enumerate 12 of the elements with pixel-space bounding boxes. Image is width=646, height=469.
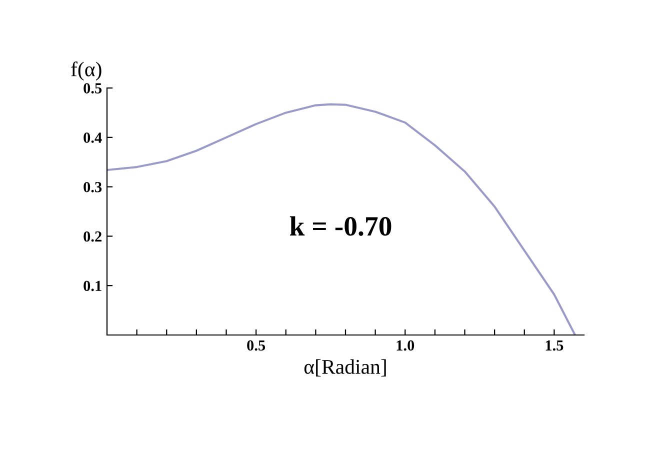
- x-tick-label: 1.5: [546, 340, 564, 351]
- annotation: k = -0.70: [290, 216, 392, 236]
- x-tick-label: 1.0: [396, 340, 414, 351]
- x-tick-label: 0.5: [247, 340, 266, 351]
- y-tick-label: 0.1: [84, 280, 102, 292]
- y-tick-label: 0.2: [84, 231, 102, 242]
- line-series: [107, 103, 576, 335]
- y-tick-label: 0.3: [84, 182, 102, 192]
- y-tick-label: 0.4: [84, 132, 102, 143]
- x-axis-title: α[Radian]: [304, 359, 386, 377]
- y-axis-title: f(α): [71, 61, 102, 81]
- y-tick-label: 0.5: [84, 83, 102, 94]
